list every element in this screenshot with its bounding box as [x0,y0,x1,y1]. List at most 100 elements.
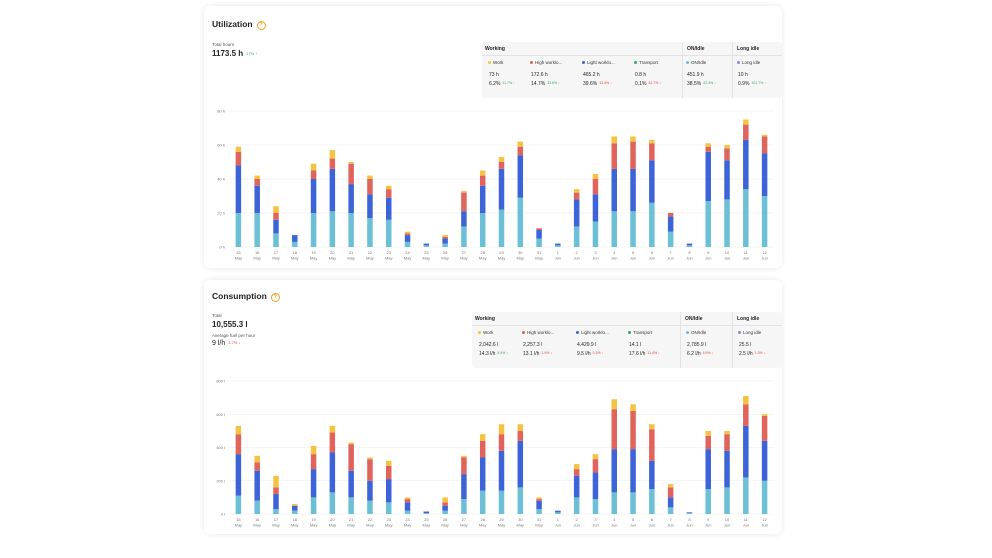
bar-segment-light-workload [611,449,618,493]
total-value: 10,555.3 l [212,320,248,329]
help-icon[interactable]: ? [256,21,266,30]
legend-item-on-idle: ON/Idle [686,330,706,335]
legend-item-work: Work [488,60,503,65]
x-tick-day: 11 [744,517,749,522]
x-tick-day: 26 [443,517,448,522]
legend-label: Transport [639,60,659,65]
x-tick-day: 30 [518,517,523,522]
legend-share: 0.9% 101.7% ↑ [738,81,766,87]
bar-segment-work [611,399,618,410]
x-tick-month: Jun [555,523,561,528]
bar-segment-work [367,175,373,179]
bar-segment-light-workload [573,199,580,227]
bar-segment-on-idle [555,245,561,247]
bar-segment-high-workload [310,170,317,179]
x-tick-month: Jun [724,256,730,261]
legend-label: ON/Idle [691,60,707,65]
legend-label: ON/Idle [691,330,707,335]
legend-dot-icon [686,331,689,334]
bar-segment-high-workload [498,434,505,451]
x-tick-month: Jun [649,256,655,261]
bar-segment-work [310,445,317,455]
x-tick-month: May [441,256,449,261]
bar-segment-light-workload [536,230,542,239]
bar-segment-light-workload [292,235,298,242]
legend-share-value: 9.5 l/h [577,351,591,357]
x-tick-month: Jun [630,256,636,261]
x-tick-day: 9 [707,517,710,522]
legend-item-high-workload: High worklo... [522,330,554,335]
y-tick-label: 40 h [217,177,225,182]
x-tick-month: May [479,523,487,528]
bar-segment-work [235,146,242,152]
bar-segment-on-idle [536,509,542,514]
legend-header-divider [482,55,782,56]
bar-segment-light-workload [555,510,561,513]
bar-segment-on-idle [498,209,505,247]
x-tick-day: 28 [480,517,485,522]
total-hours-label: Total hours [212,42,235,47]
legend-share: 0.1% 32.7% ↓ [635,81,661,87]
bar-segment-light-workload [686,243,693,246]
bar-segment-work [385,460,392,466]
bar-segment-high-workload [573,192,580,200]
x-tick-day: 23 [387,517,392,522]
x-tick-day: 4 [613,250,616,255]
bar-segment-work [461,455,467,458]
legend-share-value: 0.9% [738,81,750,87]
x-tick-day: 29 [499,517,504,522]
legend-share-value: 0.1% [635,81,647,87]
bar-segment-work [385,185,392,190]
consumption-title: Consumption? [212,291,280,302]
bar-segment-work [743,395,749,405]
y-tick-label: 800 l [216,379,225,384]
bar-segment-on-idle [573,497,580,514]
legend-share: 2.5 l/h 1.3% ↓ [739,351,765,357]
bar-segment-on-idle [743,477,749,514]
x-tick-day: 27 [462,517,467,522]
bar-segment-work [705,430,711,436]
x-tick-day: 1 [557,517,560,522]
bar-segment-work [649,424,655,430]
legend-divider [682,42,683,98]
avg-fuel-value: 9 l/h 3.7% ↓ [212,340,241,347]
consumption-legend: Working ON/Idle Long idle Work 2,042.6 l 14.3… [472,312,782,368]
bar-segment-on-idle [385,502,392,514]
x-tick-day: 23 [387,250,392,255]
bar-segment-light-workload [667,497,674,508]
x-tick-day: 28 [480,250,485,255]
x-tick-month: Jun [761,256,767,261]
bar-segment-on-idle [367,500,373,514]
bar-segment-light-workload [761,440,768,481]
x-tick-month: Jun [555,256,561,261]
x-tick-day: 25 [424,517,429,522]
help-icon[interactable]: ? [270,293,280,302]
x-tick-day: 31 [537,250,542,255]
bar-segment-on-idle [329,211,336,247]
x-tick-month: Jun [743,256,749,261]
x-tick-month: May [498,523,506,528]
bar-segment-light-workload [705,151,711,202]
bar-segment-work [498,156,505,162]
bar-segment-on-idle [724,487,730,514]
x-tick-month: Jun [592,256,598,261]
legend-dot-icon [737,61,740,64]
x-tick-month: May [253,256,261,261]
bar-segment-work [348,162,354,164]
x-tick-day: 18 [293,250,298,255]
bar-segment-on-idle [592,221,599,247]
x-tick-day: 12 [762,517,767,522]
bar-segment-high-workload [442,502,448,506]
bar-segment-light-workload [517,440,524,488]
bar-segment-work [254,175,260,179]
x-tick-day: 20 [330,250,335,255]
x-tick-month: May [385,523,393,528]
legend-delta: 1.9% ↓ [541,351,553,355]
bar-segment-light-workload [517,155,524,198]
x-tick-month: Jun [667,256,673,261]
bar-segment-light-workload [273,494,279,510]
bar-segment-light-workload [329,168,336,212]
legend-dot-icon [576,331,579,334]
bar-segment-work [649,139,655,144]
x-tick-day: 17 [274,517,279,522]
